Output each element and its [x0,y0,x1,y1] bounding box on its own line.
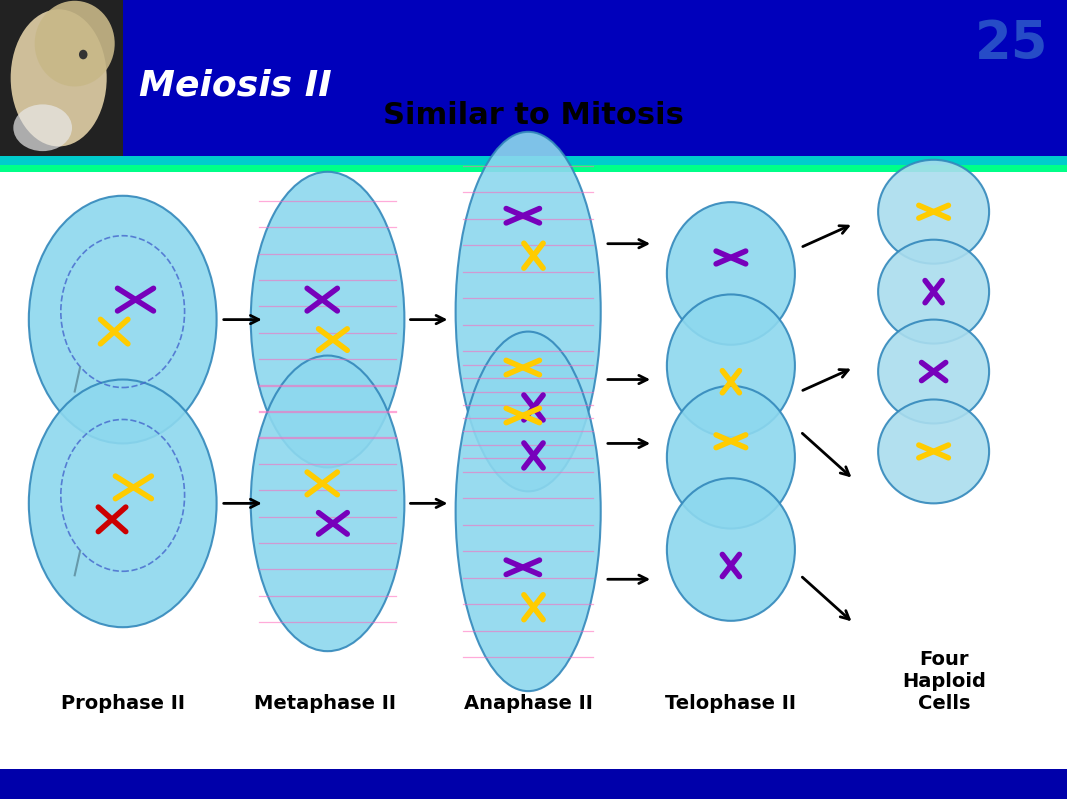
Ellipse shape [13,105,73,151]
Ellipse shape [251,172,404,467]
Text: 25: 25 [974,18,1048,70]
Ellipse shape [667,202,795,345]
Text: Telophase II: Telophase II [666,694,796,713]
Ellipse shape [79,50,87,59]
Ellipse shape [878,240,989,344]
Ellipse shape [878,160,989,264]
Ellipse shape [456,132,601,491]
FancyBboxPatch shape [0,156,1067,165]
Text: Prophase II: Prophase II [61,694,185,713]
Ellipse shape [667,478,795,621]
FancyBboxPatch shape [0,769,1067,799]
Ellipse shape [667,386,795,529]
Ellipse shape [29,380,217,627]
Ellipse shape [251,356,404,651]
FancyBboxPatch shape [0,0,123,156]
FancyBboxPatch shape [0,0,1067,156]
Ellipse shape [878,400,989,503]
Ellipse shape [29,196,217,443]
Ellipse shape [11,10,107,146]
Text: Four
Haploid
Cells: Four Haploid Cells [903,650,986,713]
Text: Similar to Mitosis: Similar to Mitosis [383,101,684,130]
Ellipse shape [456,332,601,691]
Text: Anaphase II: Anaphase II [464,694,592,713]
Ellipse shape [667,295,795,437]
Text: Meiosis II: Meiosis II [139,69,332,103]
Text: Metaphase II: Metaphase II [254,694,397,713]
Ellipse shape [35,1,115,86]
FancyBboxPatch shape [0,165,1067,172]
Ellipse shape [878,320,989,423]
